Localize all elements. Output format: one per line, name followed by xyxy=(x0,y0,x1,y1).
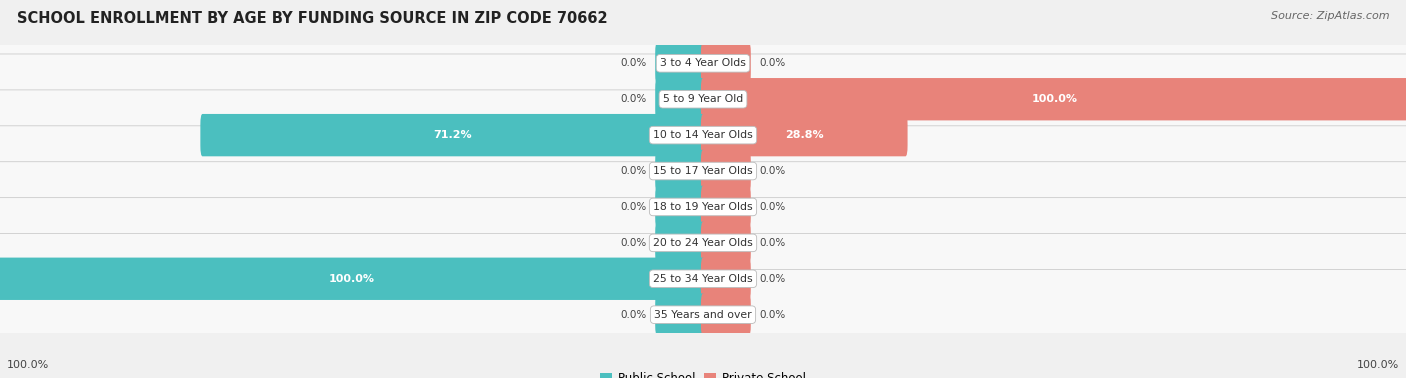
Text: 15 to 17 Year Olds: 15 to 17 Year Olds xyxy=(654,166,752,176)
FancyBboxPatch shape xyxy=(655,78,706,121)
Legend: Public School, Private School: Public School, Private School xyxy=(595,367,811,378)
Text: 28.8%: 28.8% xyxy=(785,130,824,140)
FancyBboxPatch shape xyxy=(0,18,1406,108)
FancyBboxPatch shape xyxy=(0,162,1406,252)
FancyBboxPatch shape xyxy=(700,257,751,300)
FancyBboxPatch shape xyxy=(700,78,1406,121)
FancyBboxPatch shape xyxy=(700,293,751,336)
Text: 0.0%: 0.0% xyxy=(759,58,786,68)
Text: 10 to 14 Year Olds: 10 to 14 Year Olds xyxy=(654,130,752,140)
Text: 0.0%: 0.0% xyxy=(620,238,647,248)
Text: Source: ZipAtlas.com: Source: ZipAtlas.com xyxy=(1271,11,1389,21)
Text: 0.0%: 0.0% xyxy=(620,166,647,176)
Text: 35 Years and over: 35 Years and over xyxy=(654,310,752,320)
FancyBboxPatch shape xyxy=(700,150,751,192)
Text: 5 to 9 Year Old: 5 to 9 Year Old xyxy=(662,94,744,104)
FancyBboxPatch shape xyxy=(0,126,1406,216)
FancyBboxPatch shape xyxy=(655,150,706,192)
Text: 100.0%: 100.0% xyxy=(1032,94,1077,104)
Text: 0.0%: 0.0% xyxy=(620,202,647,212)
Text: 100.0%: 100.0% xyxy=(7,361,49,370)
FancyBboxPatch shape xyxy=(0,270,1406,360)
FancyBboxPatch shape xyxy=(655,186,706,228)
Text: SCHOOL ENROLLMENT BY AGE BY FUNDING SOURCE IN ZIP CODE 70662: SCHOOL ENROLLMENT BY AGE BY FUNDING SOUR… xyxy=(17,11,607,26)
FancyBboxPatch shape xyxy=(655,222,706,264)
FancyBboxPatch shape xyxy=(200,114,704,156)
Text: 0.0%: 0.0% xyxy=(759,238,786,248)
Text: 0.0%: 0.0% xyxy=(620,94,647,104)
FancyBboxPatch shape xyxy=(700,42,751,85)
Text: 0.0%: 0.0% xyxy=(759,202,786,212)
FancyBboxPatch shape xyxy=(655,42,706,85)
Text: 18 to 19 Year Olds: 18 to 19 Year Olds xyxy=(654,202,752,212)
FancyBboxPatch shape xyxy=(655,293,706,336)
FancyBboxPatch shape xyxy=(0,257,704,300)
Text: 25 to 34 Year Olds: 25 to 34 Year Olds xyxy=(654,274,752,284)
Text: 20 to 24 Year Olds: 20 to 24 Year Olds xyxy=(654,238,752,248)
FancyBboxPatch shape xyxy=(700,114,908,156)
FancyBboxPatch shape xyxy=(0,234,1406,324)
Text: 0.0%: 0.0% xyxy=(759,166,786,176)
FancyBboxPatch shape xyxy=(0,90,1406,180)
FancyBboxPatch shape xyxy=(700,186,751,228)
Text: 0.0%: 0.0% xyxy=(620,310,647,320)
Text: 71.2%: 71.2% xyxy=(433,130,472,140)
Text: 0.0%: 0.0% xyxy=(759,274,786,284)
Text: 100.0%: 100.0% xyxy=(329,274,374,284)
Text: 3 to 4 Year Olds: 3 to 4 Year Olds xyxy=(659,58,747,68)
Text: 0.0%: 0.0% xyxy=(620,58,647,68)
FancyBboxPatch shape xyxy=(0,198,1406,288)
Text: 100.0%: 100.0% xyxy=(1357,361,1399,370)
FancyBboxPatch shape xyxy=(700,222,751,264)
FancyBboxPatch shape xyxy=(0,54,1406,144)
Text: 0.0%: 0.0% xyxy=(759,310,786,320)
